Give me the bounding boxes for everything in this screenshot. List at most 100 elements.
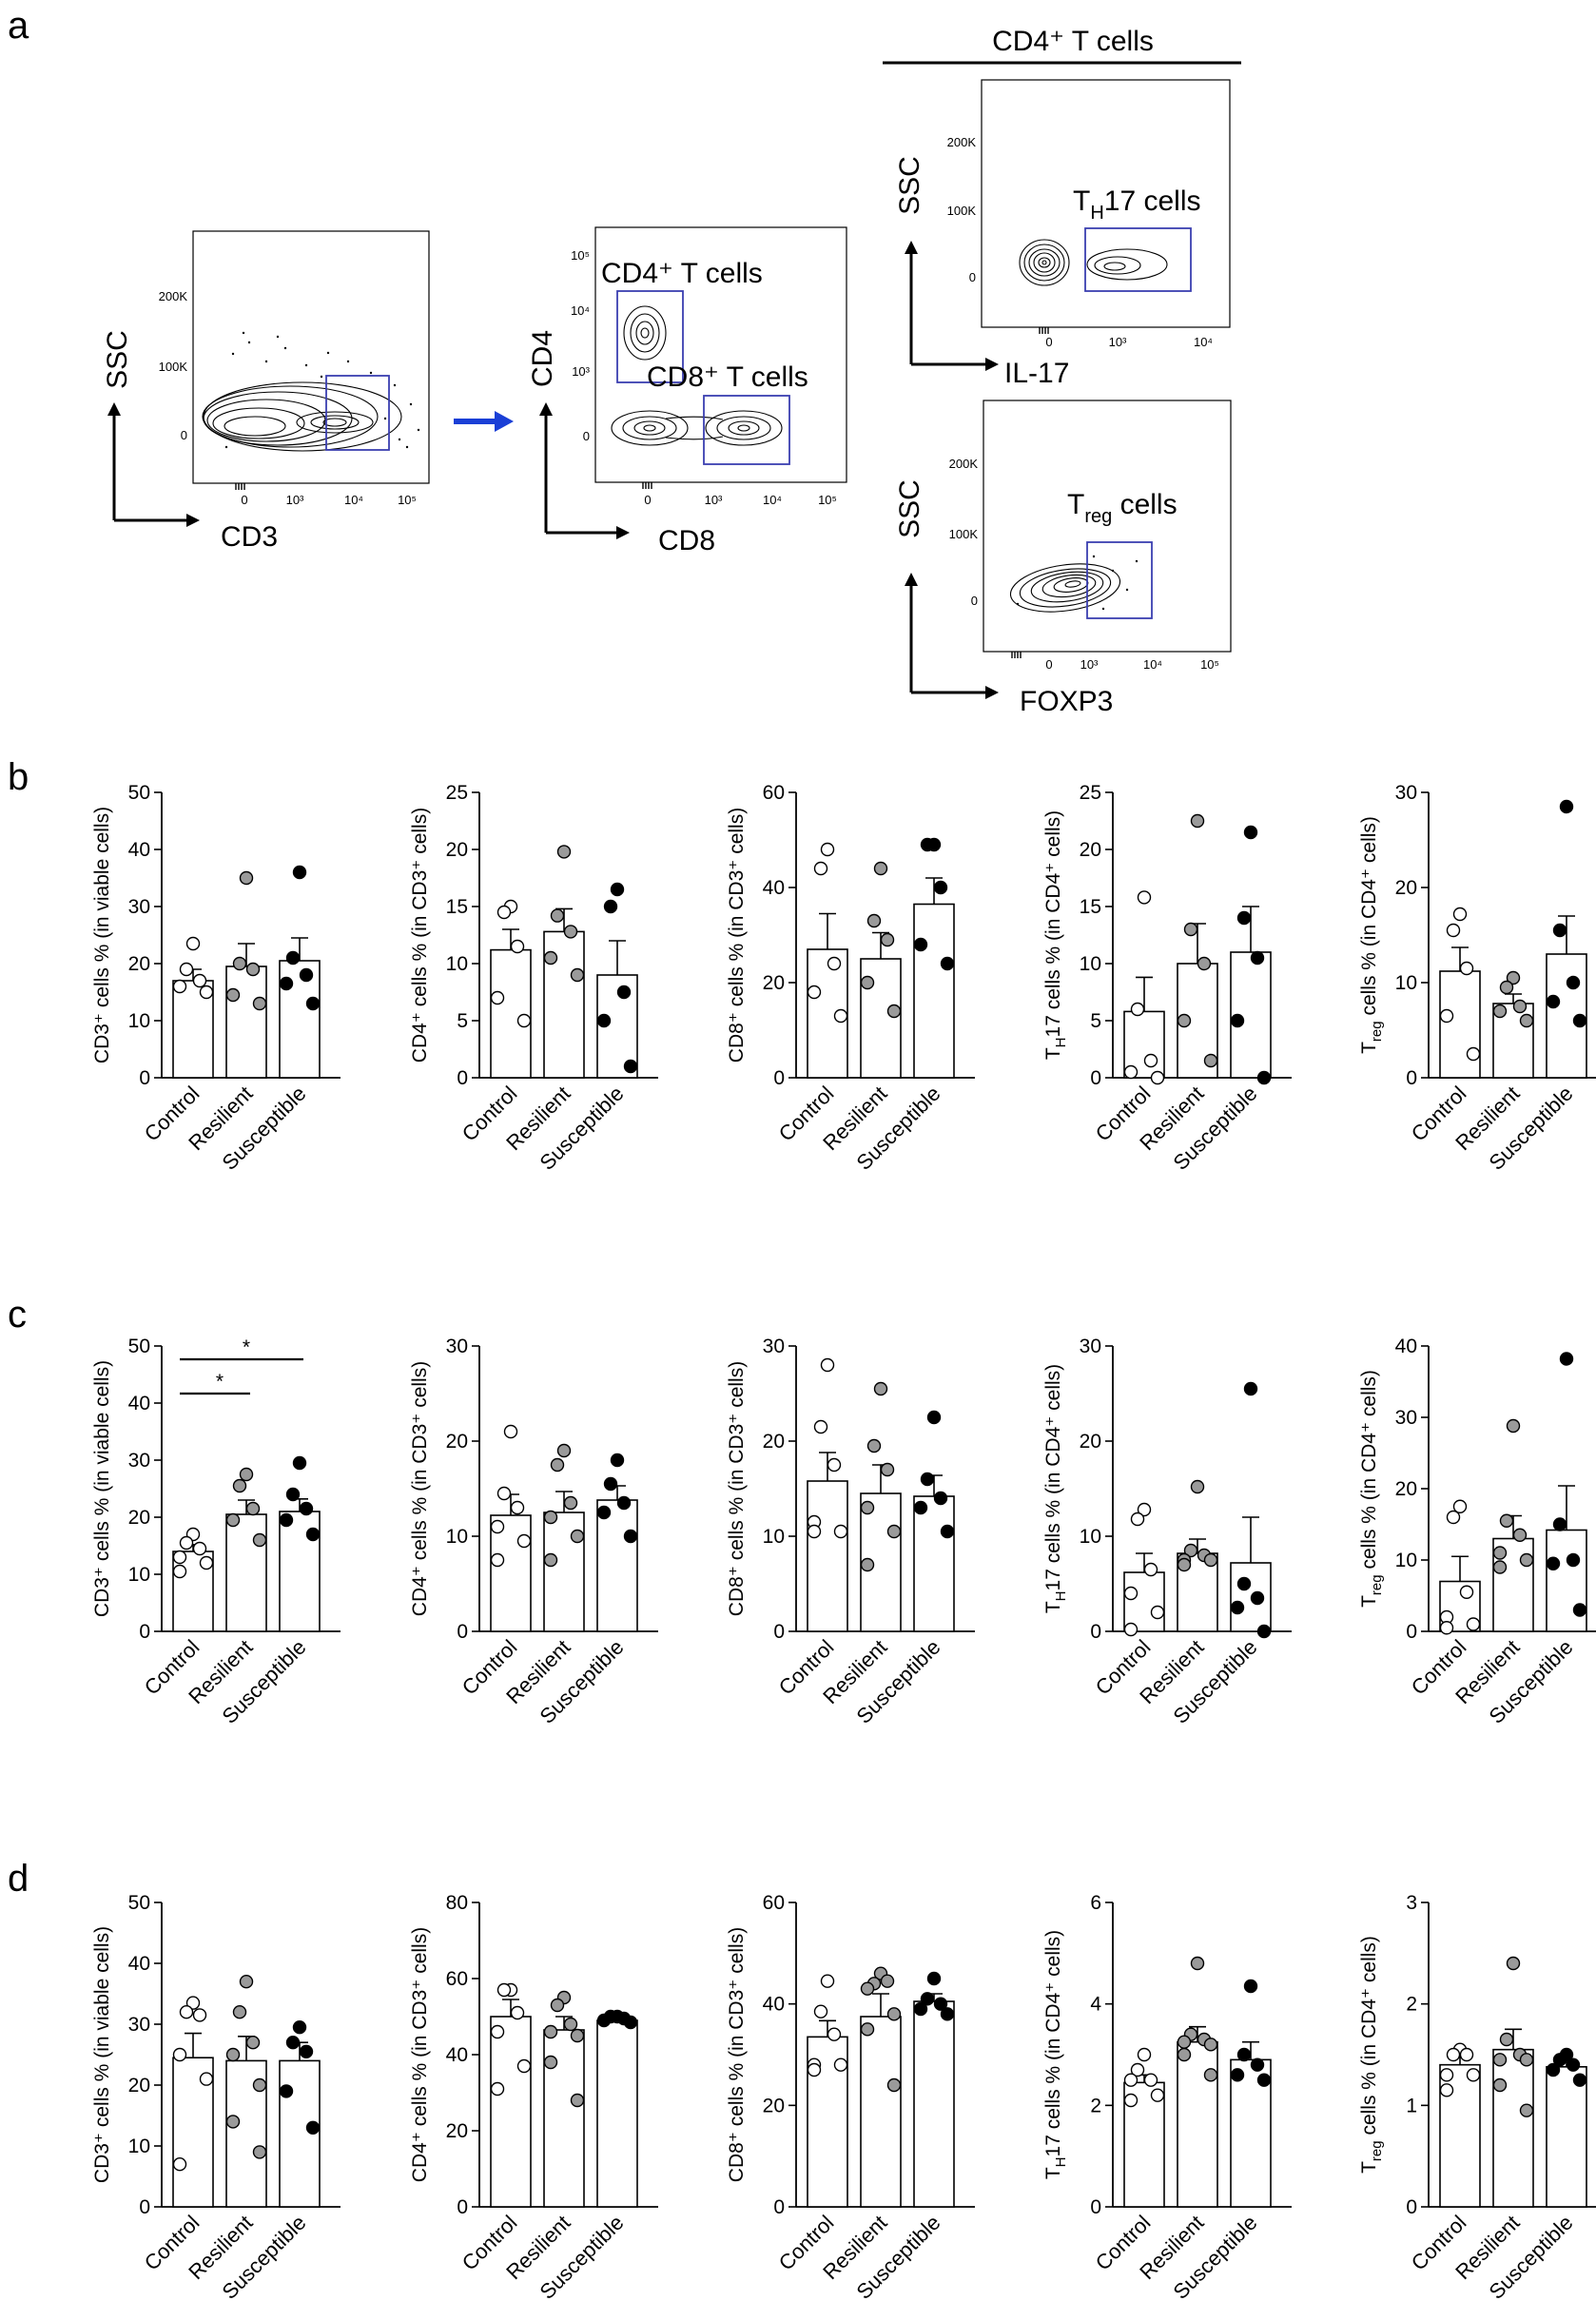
chart-y-tick-label: 20 xyxy=(763,1431,785,1453)
flow-gate-label: CD4⁺ T cells xyxy=(601,258,763,289)
data-point-control xyxy=(490,1552,505,1568)
data-point-susceptible xyxy=(1243,1381,1258,1396)
data-point-susceptible xyxy=(913,937,928,952)
significance-label: * xyxy=(216,1371,224,1393)
data-point-resilient xyxy=(860,975,875,990)
data-point-susceptible xyxy=(603,899,618,914)
data-point-resilient xyxy=(1190,813,1205,829)
chart-y-tick-label: 40 xyxy=(128,1393,150,1414)
flow-gate-label: TH17 cells xyxy=(1073,185,1201,224)
chart-y-tick-label: 40 xyxy=(1395,1336,1417,1357)
chart-y-tick-label: 30 xyxy=(1395,782,1417,804)
data-point-susceptible xyxy=(623,1529,638,1544)
chart-y-tick-label: 0 xyxy=(773,1621,785,1643)
gate-label-rest: 17 cells xyxy=(1104,185,1201,217)
chart-y-tick-label: 15 xyxy=(1080,896,1101,918)
data-point-resilient xyxy=(225,2047,241,2062)
data-point-control xyxy=(833,1008,848,1024)
data-point-resilient xyxy=(1177,1013,1192,1028)
data-point-control xyxy=(510,2005,525,2020)
bar-susceptible xyxy=(1546,2066,1587,2208)
chart-y-axis-label: CD8⁺ cells % (in CD3⁺ cells) xyxy=(726,1927,748,2182)
panel-letter-a: a xyxy=(8,5,29,47)
data-point-resilient xyxy=(1183,922,1198,937)
chart-y-tick-label: 10 xyxy=(1395,1550,1417,1571)
data-point-susceptible xyxy=(926,1410,942,1425)
data-point-control xyxy=(1466,2068,1481,2082)
data-point-susceptible xyxy=(940,2007,955,2021)
chart-y-tick-label: 40 xyxy=(128,1953,150,1975)
flow-xtick: 10³ xyxy=(705,493,723,507)
data-point-resilient xyxy=(252,996,267,1011)
bar-control xyxy=(490,948,532,1079)
chart-y-tick-label: 30 xyxy=(128,896,150,918)
data-point-control xyxy=(496,1982,512,1998)
data-point-susceptible xyxy=(1559,799,1574,814)
chart-y-tick-label: 5 xyxy=(457,1010,468,1032)
chart-y-tick-label: 20 xyxy=(763,2095,785,2116)
data-point-control xyxy=(490,1519,505,1534)
data-point-susceptible xyxy=(285,1487,301,1502)
data-point-resilient xyxy=(1519,1013,1534,1028)
data-point-control xyxy=(199,985,214,1000)
flow-ytick: 100K xyxy=(159,360,188,374)
chart-y-tick-label: 20 xyxy=(1395,877,1417,899)
chart-y-tick-label: 25 xyxy=(1080,782,1101,804)
data-point-susceptible xyxy=(1256,1070,1272,1085)
data-point-control xyxy=(833,2058,848,2072)
data-point-susceptible xyxy=(1572,1013,1587,1028)
chart-y-tick-label: 10 xyxy=(128,1564,150,1586)
chart-y-axis-label: Treg cells % (in CD4⁺ cells) xyxy=(1358,816,1385,1054)
flow-gate-label: Treg cells xyxy=(1067,489,1178,527)
flow-xtick: 0 xyxy=(644,493,651,507)
bar-chart-c-3: CD8⁺ cells % (in CD3⁺ cells)0102030Contr… xyxy=(726,1336,975,1728)
flow-ytick: 200K xyxy=(159,289,188,303)
data-point-control xyxy=(172,1550,187,1565)
data-point-resilient xyxy=(252,1532,267,1548)
data-point-control xyxy=(199,1555,214,1570)
data-point-control xyxy=(490,2081,505,2097)
bar-chart-d-1: CD3⁺ cells % (in viable cells) 0 10 20 30 40 5… xyxy=(91,1892,341,2304)
data-point-control xyxy=(503,1424,518,1439)
data-point-resilient xyxy=(1492,1560,1508,1574)
ylabel-main: T xyxy=(1042,1047,1064,1060)
chart-y-tick-label: 20 xyxy=(1395,1478,1417,1500)
data-point-resilient xyxy=(556,1443,572,1458)
data-point-susceptible xyxy=(285,2035,301,2050)
data-point-susceptible xyxy=(913,1500,928,1515)
chart-y-tick-label: 0 xyxy=(1406,1067,1417,1089)
data-point-resilient xyxy=(1519,1552,1534,1568)
data-point-susceptible xyxy=(292,1455,307,1471)
data-point-resilient xyxy=(232,1478,247,1493)
flow-xtick: 10⁵ xyxy=(398,493,417,507)
data-point-resilient xyxy=(1190,1479,1205,1494)
data-point-control xyxy=(1130,1512,1145,1527)
chart-y-tick-label: 50 xyxy=(128,782,150,804)
bar-chart-b-4: TH17 cells % (in CD4⁺ cells)0510152025Co… xyxy=(1042,782,1292,1175)
data-point-control xyxy=(1137,890,1152,905)
data-point-resilient xyxy=(570,967,585,983)
contour-cluster-foxp3 xyxy=(1009,563,1121,613)
data-point-susceptible xyxy=(596,2013,612,2028)
chart-y-tick-label: 50 xyxy=(128,1892,150,1914)
data-point-control xyxy=(1446,1510,1461,1525)
data-point-susceptible xyxy=(1250,2058,1265,2072)
data-point-control xyxy=(179,1535,194,1551)
data-point-resilient xyxy=(1519,2053,1534,2067)
data-point-resilient xyxy=(239,1467,254,1482)
chart-y-tick-label: 20 xyxy=(446,2120,468,2142)
data-point-control xyxy=(1137,2047,1152,2062)
data-point-control xyxy=(1439,2068,1454,2082)
data-point-resilient xyxy=(225,2115,241,2129)
chart-y-tick-label: 20 xyxy=(763,972,785,994)
data-point-susceptible xyxy=(596,1013,612,1028)
chart-y-tick-label: 60 xyxy=(446,1968,468,1990)
data-point-susceptible xyxy=(292,865,307,880)
data-point-susceptible xyxy=(299,1501,314,1516)
scatter-dots-foxp3 xyxy=(1016,555,1139,611)
gate-cd4 xyxy=(616,290,684,383)
bar-susceptible xyxy=(596,1499,638,1632)
flow-xtick: 10³ xyxy=(286,493,304,507)
data-point-susceptible xyxy=(1546,2062,1561,2077)
